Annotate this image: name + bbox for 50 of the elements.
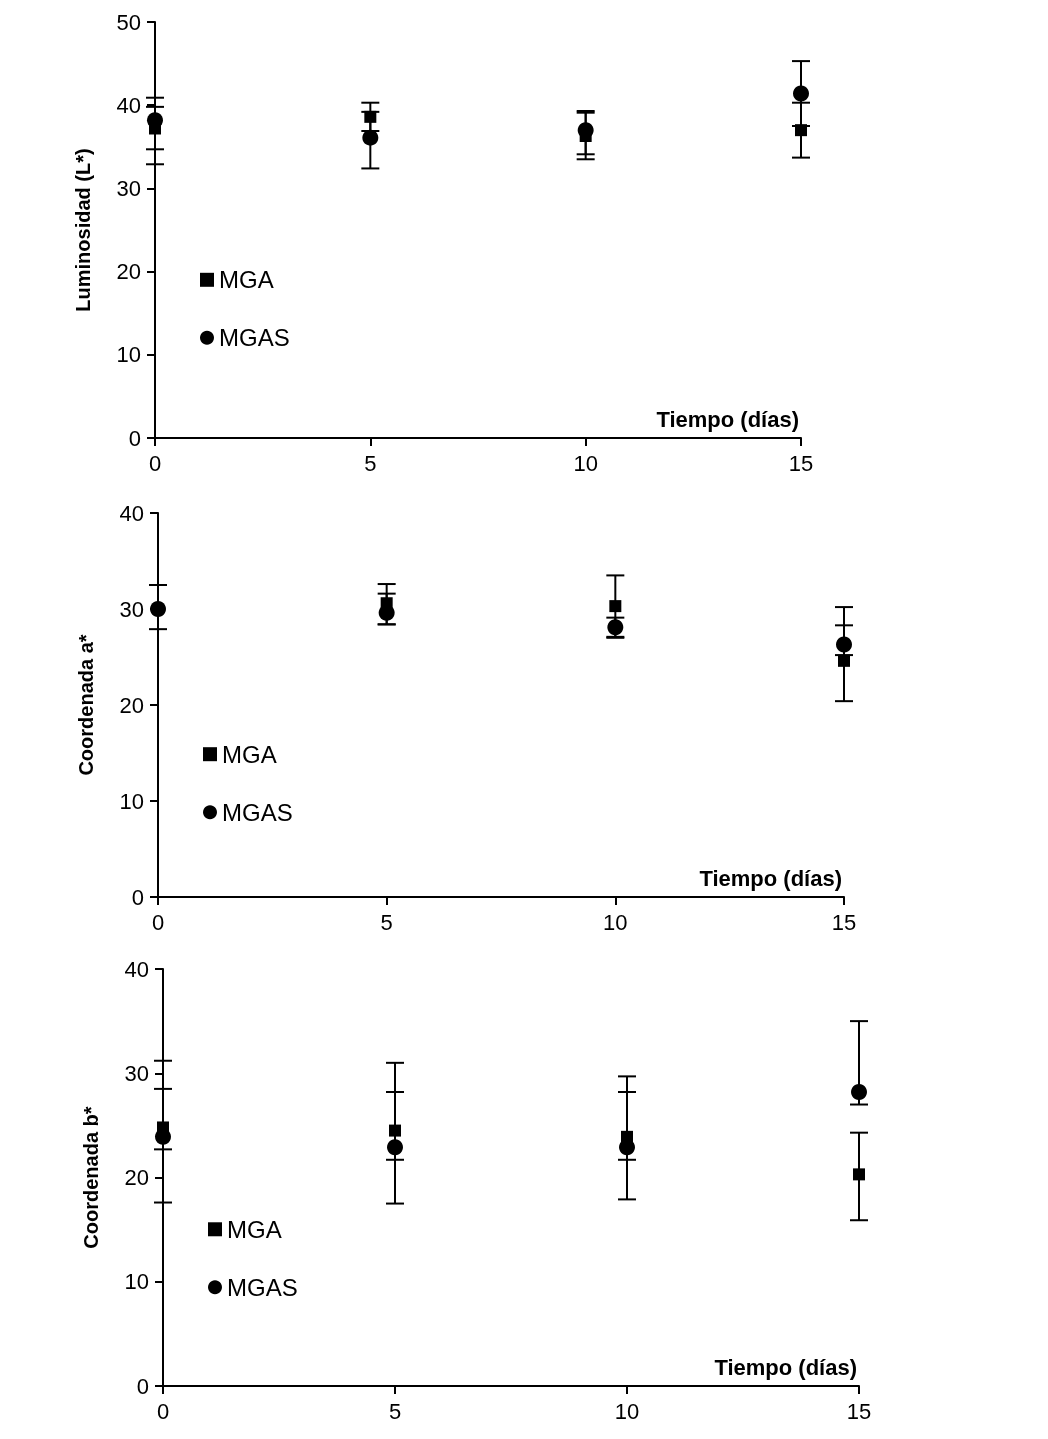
point	[387, 1139, 403, 1156]
x-axis-title: Tiempo (días)	[714, 1354, 858, 1380]
x-tick-label: 5	[364, 450, 377, 476]
y-axis-title: Coordenada a*	[75, 634, 97, 776]
legend-label: MGAS	[219, 324, 290, 352]
y-tick-label: 40	[124, 956, 149, 982]
legend-label: MGAS	[222, 798, 293, 826]
point	[150, 601, 166, 617]
x-tick-label: 5	[388, 1398, 402, 1424]
y-tick-label: 40	[119, 500, 144, 526]
x-tick-label: 0	[151, 909, 165, 935]
x-tick-label: 10	[603, 909, 628, 935]
point	[364, 110, 377, 123]
point	[851, 1084, 867, 1101]
x-tick-label: 10	[573, 450, 598, 476]
y-tick-label: 30	[116, 175, 141, 201]
y-tick-label: 30	[119, 596, 144, 622]
x-tick-label: 0	[156, 1398, 170, 1424]
y-tick-label: 10	[116, 342, 141, 368]
y-tick-label: 50	[116, 9, 141, 35]
point	[362, 129, 379, 146]
point	[609, 600, 622, 613]
y-tick-label: 40	[116, 92, 141, 118]
point	[389, 1124, 401, 1137]
x-tick-label: 15	[831, 909, 857, 935]
y-tick-label: 0	[136, 1373, 149, 1399]
x-axis-title: Tiempo (días)	[699, 865, 843, 891]
x-tick-label: 5	[380, 909, 393, 935]
y-tick-label: 20	[119, 692, 144, 718]
y-tick-label: 10	[124, 1269, 149, 1295]
legend-label: MGA	[227, 1215, 282, 1243]
y-axis-title: Luminosidad (L*)	[72, 148, 94, 312]
legend-label: MGAS	[227, 1273, 298, 1301]
y-axis-title: Coordenada b*	[80, 1106, 102, 1249]
point	[853, 1168, 865, 1181]
point	[793, 85, 809, 102]
y-tick-label: 0	[131, 884, 144, 910]
y-tick-label: 30	[124, 1060, 149, 1086]
y-tick-label: 0	[128, 425, 141, 451]
x-axis-title: Tiempo (días)	[656, 406, 800, 432]
y-tick-label: 20	[116, 259, 141, 285]
point	[795, 124, 807, 137]
x-tick-label: 15	[788, 450, 814, 476]
legend-label: MGA	[222, 740, 277, 768]
point	[836, 636, 852, 653]
legend-label: MGA	[219, 266, 274, 294]
y-tick-label: 10	[119, 788, 144, 814]
x-tick-label: 15	[846, 1398, 872, 1424]
x-tick-label: 10	[614, 1398, 640, 1424]
y-tick-label: 20	[124, 1165, 149, 1190]
